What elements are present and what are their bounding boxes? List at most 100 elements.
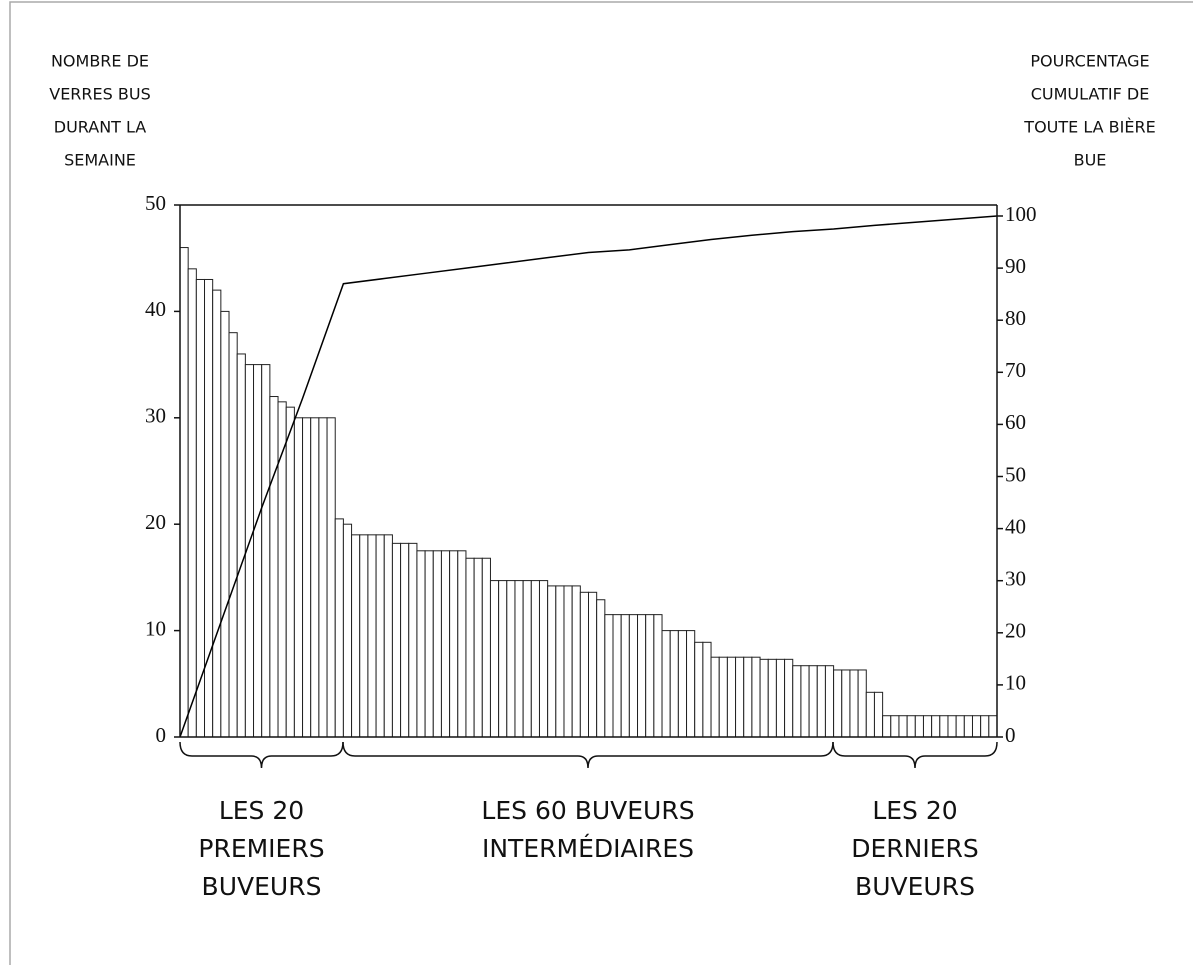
group-label: BUVEURS: [855, 872, 975, 901]
y2-tick-label: 40: [1005, 514, 1026, 538]
y2-tick-label: 60: [1005, 410, 1026, 434]
bar: [931, 715, 941, 738]
bar: [253, 364, 263, 738]
bar: [530, 580, 540, 738]
y-axis-title: VERRES BUS: [49, 85, 150, 104]
bar: [538, 580, 549, 738]
bar: [269, 396, 279, 738]
bar: [751, 656, 761, 738]
bar: [865, 691, 875, 738]
y-tick-label: 20: [145, 510, 166, 534]
bar: [212, 289, 222, 738]
brace: [179, 741, 344, 769]
bar: [334, 518, 344, 738]
bar: [555, 585, 565, 738]
bar: [694, 641, 704, 738]
bar: [375, 534, 385, 738]
y-tick-label: 50: [145, 191, 166, 215]
bar: [980, 715, 990, 738]
bar: [898, 715, 908, 738]
bar: [261, 364, 271, 738]
bar: [440, 550, 451, 738]
bar: [310, 417, 320, 738]
y2-tick-label: 20: [1005, 619, 1026, 643]
bar: [963, 715, 973, 738]
bar: [547, 585, 557, 738]
bar: [890, 715, 900, 738]
bar: [824, 665, 835, 738]
bar: [677, 630, 688, 738]
bar: [971, 715, 982, 738]
group-label: LES 20: [219, 796, 304, 825]
bar: [326, 417, 336, 738]
brace: [342, 741, 834, 769]
bar: [653, 614, 663, 738]
bar: [702, 641, 712, 738]
bar: [988, 715, 998, 738]
bar: [351, 534, 361, 738]
group-label: LES 60 BUVEURS: [481, 796, 694, 825]
bar: [628, 614, 639, 738]
bar: [383, 534, 393, 738]
bar: [588, 591, 598, 738]
bar: [743, 656, 753, 738]
cumulative-line: [179, 215, 998, 738]
y-tick-label: 10: [145, 616, 166, 640]
y2-axis-title: POURCENTAGE: [1030, 52, 1149, 71]
y2-tick-label: 100: [1005, 202, 1037, 226]
bar: [710, 656, 720, 738]
y2-tick-label: 10: [1005, 671, 1026, 695]
y2-axis-title: CUMULATIF DE: [1031, 85, 1150, 104]
bar: [432, 550, 442, 738]
y2-axis-title: BUE: [1074, 151, 1107, 170]
brace: [832, 741, 998, 769]
bar: [359, 534, 369, 738]
bar: [759, 658, 769, 738]
group-label: INTERMÉDIAIRES: [482, 834, 694, 863]
bar: [800, 665, 810, 738]
bar: [228, 332, 238, 738]
bar: [784, 658, 794, 738]
bar: [498, 580, 508, 738]
bar: [465, 557, 475, 738]
bar: [449, 550, 459, 738]
bar: [726, 656, 737, 738]
bar: [391, 542, 402, 738]
bar: [514, 580, 524, 738]
page-border: [9, 1, 1193, 965]
bar: [506, 580, 516, 738]
y2-tick-label: 80: [1005, 306, 1026, 330]
group-label: DERNIERS: [851, 834, 979, 863]
bar: [914, 715, 924, 738]
bar: [342, 523, 353, 738]
y2-tick-label: 90: [1005, 254, 1026, 278]
bar: [808, 665, 818, 738]
bar: [645, 614, 655, 738]
y-axis-title: SEMAINE: [64, 151, 136, 170]
bar: [735, 656, 745, 738]
bar: [612, 614, 622, 738]
bar: [195, 278, 206, 738]
y2-axis-title: TOUTE LA BIÈRE: [1023, 118, 1155, 137]
bar: [367, 534, 377, 738]
bar: [489, 580, 500, 738]
bar: [816, 665, 826, 738]
bar: [849, 669, 859, 738]
bar: [571, 585, 581, 738]
bar: [686, 630, 696, 738]
bar: [661, 630, 671, 738]
bar: [236, 353, 246, 738]
group-label: PREMIERS: [198, 834, 324, 863]
bar: [792, 665, 802, 738]
bar: [922, 715, 933, 738]
bar: [473, 557, 483, 738]
bar: [424, 550, 434, 738]
y-tick-label: 40: [145, 297, 166, 321]
bar: [620, 614, 630, 738]
bar: [522, 580, 532, 738]
y2-tick-label: 50: [1005, 462, 1026, 486]
bar: [416, 550, 426, 738]
bar: [873, 691, 884, 738]
bar: [833, 669, 843, 738]
